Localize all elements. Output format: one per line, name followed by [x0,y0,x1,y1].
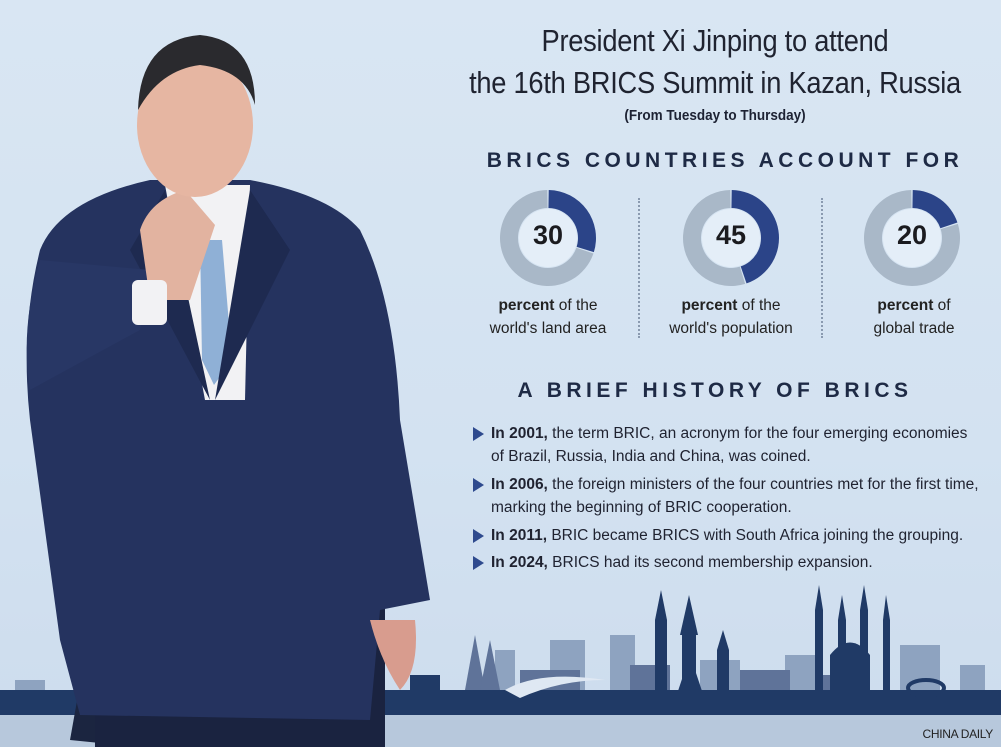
history-year: In 2024, [491,554,548,571]
triangle-bullet-icon [473,529,484,543]
donut-chart-land: 30 [496,186,600,290]
stat-label-line2: world's land area [489,320,607,337]
stat-label-line2: world's population [669,320,793,337]
source-credit: CHINA DAILY [922,727,994,741]
subtitle: (From Tuesday to Thursday) [624,107,806,124]
donut-chart-trade: 20 [860,186,964,290]
history-year: In 2011, [491,527,548,544]
donut-share-segment [912,190,958,229]
history-year: In 2001, [491,425,548,442]
stat-label-population: percent of the world's population [641,294,821,340]
dotted-divider [821,198,823,338]
donut-center [702,209,760,267]
donut-value: 30 [532,220,564,250]
history-item-2001: In 2001, the term BRIC, an acronym for t… [473,422,983,468]
stats-heading: BRICS COUNTRIES ACCOUNT FOR [486,149,964,172]
donut-center [519,209,577,267]
donut-share-segment [731,190,779,284]
donut-share-segment [548,190,596,253]
triangle-bullet-icon [473,478,484,492]
donut-graphic [683,190,779,286]
title-line-2: the 16th BRICS Summit in Kazan, Russia [469,65,961,100]
history-year: In 2006, [491,476,548,493]
history-text: BRIC became BRICS with South Africa join… [547,527,964,544]
history-text: the foreign ministers of the four countr… [491,476,979,516]
donut-chart-population: 45 [679,186,783,290]
history-heading: A BRIEF HISTORY OF BRICS [517,379,913,402]
donut-graphic [864,190,960,286]
history-text: BRICS had its second membership expansio… [547,554,873,571]
title-line-1: President Xi Jinping to attend [541,23,889,58]
stat-label-bold: percent [681,297,738,314]
donut-center [883,209,941,267]
donut-value: 45 [715,220,747,250]
dotted-divider [638,198,640,338]
stat-label-bold: percent [877,297,934,314]
donut-value: 20 [896,220,928,250]
stat-label-land: percent of the world's land area [458,294,638,340]
stat-label-trade: percent of global trade [824,294,1001,340]
donut-remainder-segment [500,190,594,286]
stat-label-bold: percent [498,297,555,314]
history-item-2011: In 2011, BRIC became BRICS with South Af… [473,524,983,547]
history-item-2006: In 2006, the foreign ministers of the fo… [473,473,983,519]
donut-graphic [500,190,596,286]
stat-label-rest: of the [554,297,598,314]
triangle-bullet-icon [473,556,484,570]
president-xi-photo [26,35,431,747]
history-item-2024: In 2024, BRICS had its second membership… [473,551,983,574]
stat-label-rest: of the [737,297,781,314]
history-text: the term BRIC, an acronym for the four e… [491,425,968,465]
stat-label-rest: of [933,297,951,314]
donut-remainder-segment [864,190,960,286]
kazan-skyline-illustration [0,585,1001,747]
page-title: President Xi Jinping to attend the 16th … [464,20,966,104]
stat-label-line2: global trade [873,320,955,337]
donut-remainder-segment [683,190,746,286]
triangle-bullet-icon [473,427,484,441]
